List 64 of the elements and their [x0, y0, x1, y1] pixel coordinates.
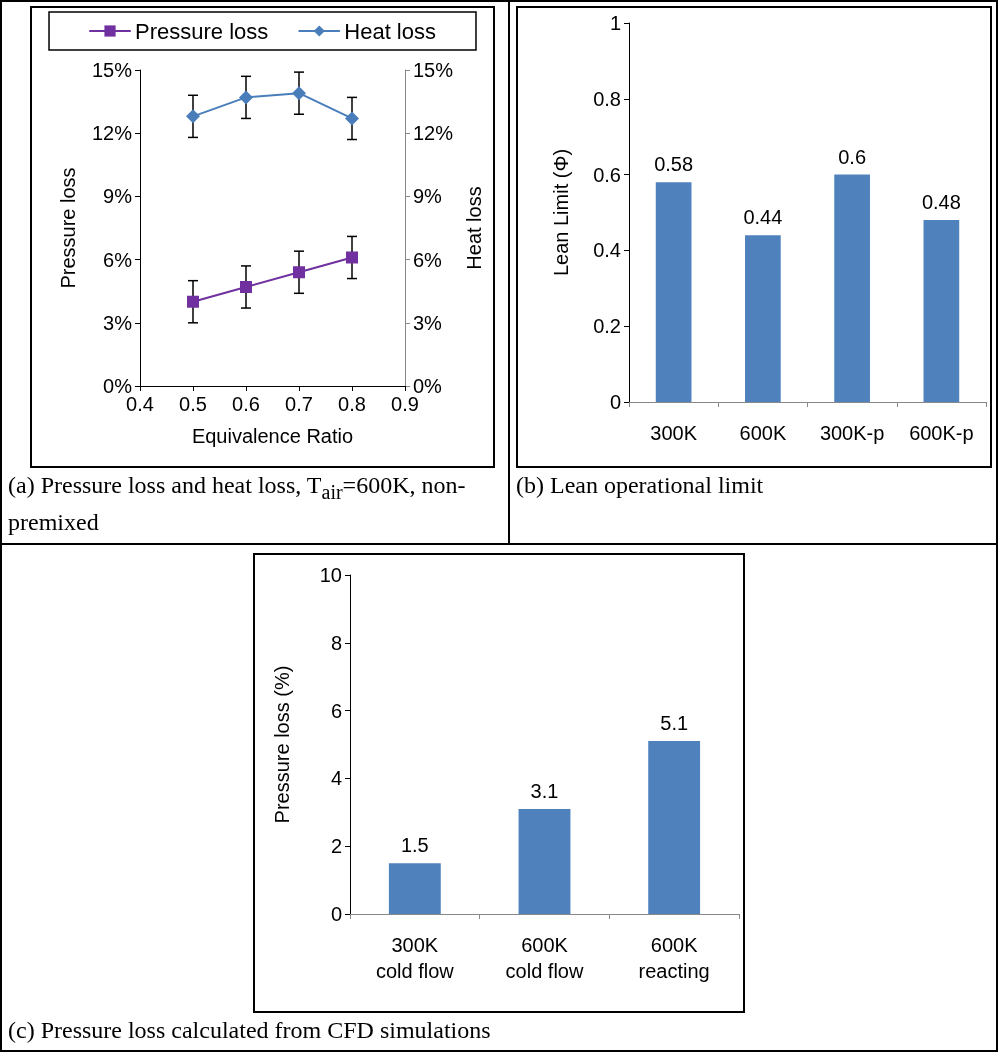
y-tick-label: 6%: [103, 248, 133, 271]
y-tick-label: 0: [330, 903, 342, 925]
data-label: 0.58: [654, 153, 694, 176]
x-tick-label: 600K-p: [909, 422, 974, 444]
y2-tick-label: 12%: [413, 122, 454, 145]
point: [239, 90, 253, 105]
y-tick-label: 0.4: [593, 239, 621, 262]
y-tick-label: 0.2: [593, 315, 621, 338]
legend-label: Heat loss: [344, 18, 436, 44]
x-tick-label: 0.6: [232, 393, 260, 415]
y-tick-label: 0: [609, 391, 621, 413]
x-tick-label: 0.5: [179, 393, 207, 415]
point: [292, 86, 306, 101]
x-tick-label: 600K reacting: [638, 934, 710, 982]
point: [187, 295, 199, 308]
data-label: 0.6: [838, 145, 867, 168]
y-tick-label: 2: [330, 835, 342, 858]
data-label: 0.48: [921, 191, 961, 214]
bar: [388, 863, 441, 914]
data-label: 1.5: [400, 834, 429, 857]
point: [345, 111, 359, 126]
y2-tick-label: 9%: [413, 185, 443, 208]
y-tick-label: 10: [319, 564, 342, 586]
x-axis-title: Equivalence Ratio: [191, 425, 354, 447]
data-label: 5.1: [660, 712, 689, 735]
bar: [655, 182, 692, 402]
y-tick-label: 0.8: [593, 87, 621, 110]
bar: [923, 220, 960, 402]
y-tick-label: 6: [330, 699, 342, 722]
x-tick-label: 300K: [650, 422, 698, 444]
bar: [518, 808, 571, 914]
bar: [745, 235, 781, 402]
y2-tick-label: 15%: [413, 59, 454, 81]
x-tick-label: 300K-p: [819, 422, 885, 444]
y-tick-label: 0.6: [593, 163, 621, 186]
data-label: 0.44: [743, 206, 783, 229]
y-axis-title: Pressure loss: [57, 167, 79, 289]
legend-label: Pressure loss: [135, 18, 269, 44]
y-tick-label: 4: [330, 767, 342, 790]
text: (a) Pressure loss and heat loss, T$_{air}$=600K, non-premixed: [8, 472, 466, 535]
bar: [834, 174, 870, 402]
x-tick-label: 600K: [739, 422, 787, 444]
point: [240, 280, 252, 293]
y2-axis-title: Heat loss: [462, 186, 485, 270]
y-tick-label: 3%: [103, 311, 133, 334]
data-label: 3.1: [530, 779, 559, 802]
x-tick-label: 600K cold flow: [505, 934, 584, 982]
y-tick-label: 12%: [91, 122, 133, 145]
bar: [648, 741, 701, 914]
y-tick-label: 15%: [91, 59, 133, 81]
text: (b) Lean operational limit: [516, 471, 765, 500]
point: [346, 251, 358, 264]
y-tick-label: 9%: [103, 185, 133, 208]
point: [186, 109, 200, 124]
y-axis-title: Lean Limit (Φ): [550, 148, 572, 277]
text: (c) Pressure loss calculated from CFD simulations: [8, 1016, 492, 1045]
y2-tick-label: 6%: [413, 248, 443, 271]
x-tick-label: 0.7: [285, 393, 313, 415]
x-tick-label: 300K cold flow: [375, 934, 455, 982]
y2-tick-label: 3%: [413, 311, 443, 334]
y-tick-label: 8: [330, 631, 342, 654]
point: [293, 266, 305, 279]
y-tick-label: 1: [609, 12, 621, 34]
y-axis-title: Pressure loss (%): [271, 665, 293, 824]
